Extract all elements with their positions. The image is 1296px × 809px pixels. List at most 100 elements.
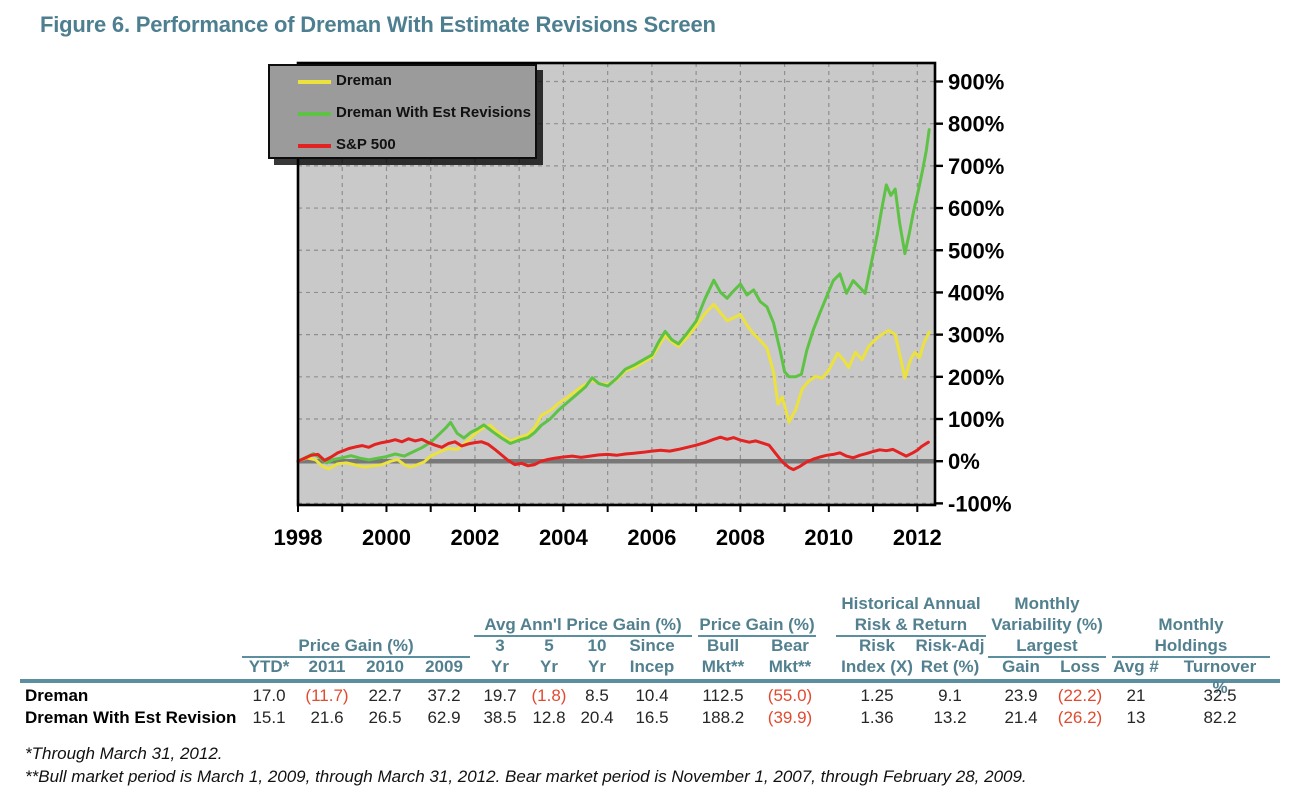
column-group-line: Largest (1016, 636, 1078, 655)
y-axis-label: -100% (948, 491, 1012, 516)
table-cell: 16.5 (635, 708, 669, 727)
column-header: Mkt** (701, 657, 745, 676)
y-axis-label: 400% (948, 280, 1004, 305)
legend-swatch-icon (298, 112, 331, 116)
column-group-hist: Historical Annual Risk & Return (836, 593, 986, 637)
table-cell: (11.7) (305, 686, 349, 705)
x-axis-label: 2010 (804, 525, 853, 550)
chart-legend: Dreman Dreman With Est Revisions S&P 500 (268, 64, 537, 159)
column-header-top: Since (629, 636, 675, 655)
legend-item-s-p-500: S&P 500 (270, 136, 535, 156)
column-header: Mkt** (768, 657, 812, 676)
table-cell: 13 (1126, 708, 1146, 727)
column-group-line: Risk & Return (854, 615, 968, 634)
column-header: Yr (491, 657, 509, 676)
x-axis-label: 1998 (274, 525, 323, 550)
column-group-line: Price Gain (%) (699, 615, 815, 634)
y-axis-label: 900% (948, 69, 1004, 94)
column-group-mh: Monthly Holdings (1112, 614, 1270, 658)
y-axis-label: 300% (948, 323, 1004, 348)
column-group-avg: Avg Ann'l Price Gain (%) (474, 614, 692, 637)
table-cell: (22.2) (1057, 686, 1103, 705)
table-row-label: Dreman (25, 686, 89, 705)
y-axis-label: 200% (948, 365, 1004, 390)
column-group-pg1: Price Gain (%) (242, 635, 470, 658)
table-cell: 23.9 (1004, 686, 1038, 705)
column-header: Ret (%) (920, 657, 980, 676)
table-header-rule (20, 679, 1280, 683)
column-group-mv: Monthly Variability (%) (988, 593, 1106, 635)
column-header-top: 10 (587, 636, 607, 655)
x-axis-label: 2006 (627, 525, 676, 550)
table-cell: 188.2 (701, 708, 745, 727)
x-axis-label: 2004 (539, 525, 589, 550)
table-row-label: Dreman With Est Revision (25, 708, 237, 727)
table-cell: (26.2) (1057, 708, 1103, 727)
series-line-s-p-500 (296, 435, 930, 472)
column-group-line: Historical Annual (841, 594, 981, 613)
column-group-line: Variability (%) (991, 615, 1103, 634)
x-axis-label: 2002 (450, 525, 499, 550)
table-cell: 8.5 (585, 686, 609, 705)
series-line-dreman-with-est-revisions (296, 128, 931, 465)
legend-label: Dreman (336, 72, 392, 89)
y-axis-label: 800% (948, 112, 1004, 137)
table-cell: 20.4 (580, 708, 614, 727)
table-cell: 19.7 (483, 686, 517, 705)
column-header: Incep (629, 657, 675, 676)
table-cell: (55.0) (767, 686, 813, 705)
page-title: Figure 6. Performance of Dreman With Est… (40, 12, 716, 37)
column-group-line: Monthly (1014, 594, 1080, 613)
column-header: 2009 (425, 657, 463, 676)
column-header: Loss (1060, 657, 1100, 676)
table-cell: 1.36 (860, 708, 894, 727)
table-cell: 12.8 (532, 708, 566, 727)
table-cell: 112.5 (702, 686, 744, 705)
y-axis-label: 700% (948, 154, 1004, 179)
x-axis-label: 2000 (362, 525, 411, 550)
table-cell: (39.9) (767, 708, 813, 727)
column-header-top: Risk-Adj (915, 636, 985, 655)
column-group-largest: Largest (988, 635, 1106, 658)
table-cell: 22.7 (368, 686, 402, 705)
column-header: YTD* (248, 657, 290, 676)
column-group-pg2: Price Gain (%) (698, 614, 816, 637)
column-header: 2011 (308, 657, 346, 676)
column-header-top: Bear (771, 636, 809, 655)
plot-border (296, 61, 937, 507)
table-cell: (1.8) (531, 686, 567, 705)
legend-item-dreman-with-est-revisions: Dreman With Est Revisions (270, 104, 535, 124)
legend-label: S&P 500 (336, 136, 396, 153)
series-line-dreman (296, 302, 931, 471)
table-cell: 82.2 (1203, 708, 1237, 727)
x-axis-label: 2008 (716, 525, 765, 550)
table-cell: 13.2 (933, 708, 967, 727)
column-header-top: 5 (544, 636, 554, 655)
footnote-1: *Through March 31, 2012. (25, 744, 223, 763)
performance-chart: 900% 800% 700% 600% 500% 400% 300% 200% 100% 0% -1… (274, 61, 1012, 550)
table-cell: 32.5 (1203, 686, 1237, 705)
table-cell: 9.1 (938, 686, 962, 705)
y-axis-label: 500% (948, 238, 1004, 263)
column-header: Yr (540, 657, 558, 676)
table-cell: 21.4 (1004, 708, 1038, 727)
column-header-top: Risk (859, 636, 895, 655)
column-group-line: Price Gain (%) (298, 636, 414, 655)
y-axis-label: 600% (948, 196, 1004, 221)
table-cell: 26.5 (368, 708, 402, 727)
column-header: Index (X) (841, 657, 913, 676)
column-header: Avg # (1113, 657, 1159, 676)
footnote-2: **Bull market period is March 1, 2009, t… (25, 767, 1027, 786)
y-axis-label: 0% (948, 449, 980, 474)
legend-swatch-icon (298, 144, 331, 148)
column-header: 2010 (366, 657, 404, 676)
y-axis-label: 100% (948, 407, 1004, 432)
table-cell: 21.6 (310, 708, 344, 727)
column-header: Gain (1002, 657, 1040, 676)
legend-swatch-icon (298, 80, 331, 84)
column-header-top: Bull (706, 636, 740, 655)
legend-label: Dreman With Est Revisions (336, 104, 531, 121)
table-cell: 62.9 (427, 708, 461, 727)
column-header-top: 3 (495, 636, 505, 655)
